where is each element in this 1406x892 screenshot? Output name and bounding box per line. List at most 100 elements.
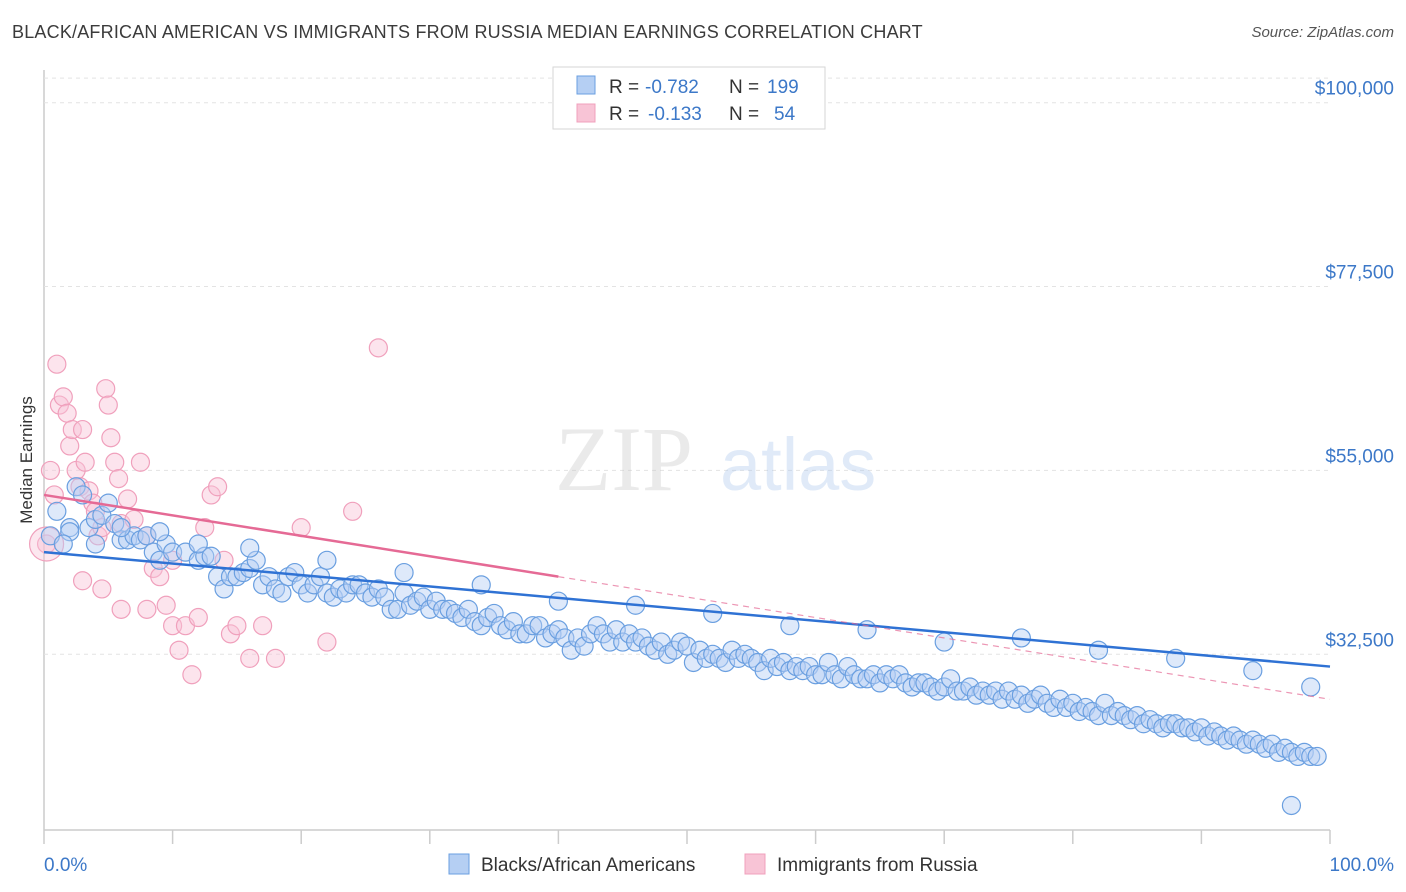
trend-lines: [43, 493, 1331, 700]
trend-line-pink-extension: [558, 576, 1331, 700]
data-point-blue: [53, 534, 73, 554]
data-point-pink: [182, 665, 202, 685]
data-point-blue: [201, 546, 221, 566]
data-point-blue: [683, 652, 704, 673]
data-point-pink: [368, 338, 388, 358]
x-ticks: [43, 830, 1331, 844]
chart-source: Source: ZipAtlas.com: [1251, 24, 1394, 41]
data-point-blue: [394, 562, 414, 583]
data-point-pink: [156, 595, 176, 615]
data-point-blue: [458, 599, 478, 619]
data-point-blue: [1301, 746, 1321, 767]
data-point-pink: [317, 632, 337, 652]
legend-label-blue: Blacks/African Americans: [481, 855, 695, 876]
y-tick-labels: $32,500 $55,000 $77,500 $100,000: [1315, 79, 1394, 652]
data-point-blue: [85, 534, 106, 554]
stats-swatch-blue: [576, 75, 596, 95]
data-point-blue: [413, 587, 433, 607]
data-point-blue: [60, 518, 80, 538]
watermark-atlas: atlas: [720, 423, 876, 506]
stats-n-value-pink: 54: [774, 104, 796, 125]
data-point-pink: [343, 501, 363, 521]
data-point-blue: [214, 579, 234, 599]
y-tick-label: $55,000: [1325, 446, 1394, 467]
data-point-pink: [208, 477, 228, 497]
data-point-pink: [265, 648, 286, 668]
data-point-blue: [317, 550, 337, 570]
data-point-blue: [1281, 795, 1302, 816]
data-point-blue: [484, 603, 504, 624]
series-immigrants-from-russia: [28, 338, 388, 685]
data-point-blue: [548, 591, 569, 611]
data-point-pink: [117, 489, 138, 509]
data-point-blue: [523, 616, 543, 636]
data-point-blue: [754, 661, 774, 681]
data-point-blue: [851, 669, 871, 689]
y-axis-title: Median Earnings: [17, 396, 36, 524]
data-point-blue: [137, 526, 157, 546]
stats-r-value-blue: -0.782: [645, 77, 699, 98]
data-point-blue: [947, 681, 967, 701]
data-point-blue: [272, 583, 292, 603]
data-point-blue: [240, 538, 260, 558]
stats-n-label-blue: N =: [729, 77, 759, 98]
data-point-blue: [908, 673, 929, 693]
legend-swatch-pink: [744, 853, 766, 875]
data-point-blue: [1301, 677, 1321, 697]
stats-r-label-blue: R =: [609, 77, 639, 98]
data-point-pink: [47, 354, 67, 374]
data-point-pink: [111, 513, 131, 534]
data-point-pink: [108, 469, 129, 489]
stats-box: R = -0.782 N = 199 R = -0.133 N = 54: [552, 66, 826, 130]
data-point-blue: [941, 669, 961, 689]
data-point-blue: [1307, 746, 1327, 767]
stats-n-value-blue: 199: [767, 77, 799, 98]
data-point-blue: [375, 587, 395, 607]
y-tick-label: $77,500: [1325, 263, 1394, 284]
trend-line-blue: [43, 550, 1331, 668]
data-point-pink: [169, 640, 189, 660]
data-point-blue: [471, 575, 491, 595]
data-point-pink: [53, 387, 73, 407]
legend-label-pink: Immigrants from Russia: [777, 855, 978, 876]
y-tick-label: $100,000: [1315, 79, 1394, 100]
data-point-pink: [111, 599, 131, 619]
data-point-pink: [62, 419, 82, 440]
data-point-blue: [150, 522, 170, 542]
x-tick-label-max: 100.0%: [1330, 855, 1395, 876]
data-point-blue: [831, 669, 851, 689]
chart-title: BLACK/AFRICAN AMERICAN VS IMMIGRANTS FRO…: [12, 22, 923, 42]
data-point-pink: [92, 579, 112, 599]
data-point-pink: [188, 607, 208, 628]
series-blacks-african-americans: [40, 477, 1327, 816]
data-point-blue: [934, 632, 954, 652]
data-point-pink: [75, 452, 95, 472]
data-point-pink: [40, 460, 61, 481]
data-point-blue: [433, 599, 453, 619]
data-point-blue: [503, 612, 523, 632]
data-point-blue: [1243, 661, 1263, 681]
data-point-pink: [195, 518, 215, 538]
data-point-blue: [1159, 714, 1179, 734]
data-point-pink: [72, 571, 93, 591]
data-point-pink: [101, 428, 121, 448]
stats-n-label-pink: N =: [729, 104, 759, 125]
data-point-pink: [60, 436, 80, 456]
stats-r-value-pink: -0.133: [648, 104, 702, 125]
data-point-blue: [818, 652, 839, 673]
data-point-blue: [805, 665, 826, 685]
data-point-blue: [60, 522, 80, 542]
data-point-blue: [381, 599, 401, 619]
watermark-zip: ZIP: [555, 408, 693, 510]
data-point-pink: [105, 452, 125, 472]
trend-line-pink: [43, 493, 559, 578]
data-point-pink: [137, 599, 157, 619]
data-point-pink: [227, 616, 247, 636]
data-point-pink: [72, 419, 93, 440]
data-point-pink: [98, 395, 118, 415]
stats-r-label-pink: R =: [609, 104, 639, 125]
legend: Blacks/African Americans Immigrants from…: [448, 853, 978, 876]
x-tick-label-min: 0.0%: [44, 855, 87, 876]
data-point-blue: [47, 501, 67, 521]
data-point-pink: [150, 567, 170, 587]
